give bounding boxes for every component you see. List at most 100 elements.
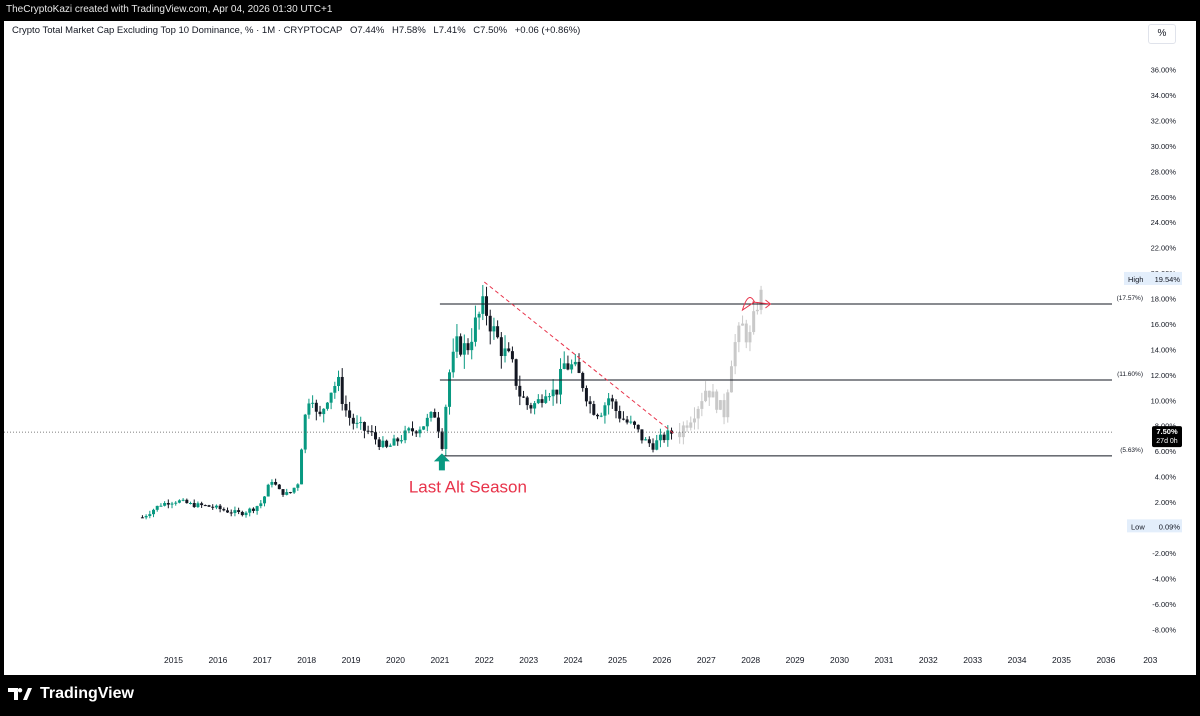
candle-body <box>618 411 622 419</box>
candle-body <box>207 505 211 507</box>
x-axis-tick-label: 2025 <box>608 655 627 665</box>
candle-body <box>555 389 559 395</box>
candle-body <box>325 402 329 409</box>
candle-body <box>488 315 492 332</box>
candle-body <box>499 337 503 357</box>
candle-body <box>647 439 651 444</box>
candle-body <box>547 396 551 398</box>
candle-body <box>592 404 596 415</box>
candle-body <box>377 439 381 448</box>
bar-countdown-label: 27d 0h <box>1156 438 1178 445</box>
candle-body <box>603 405 607 416</box>
projection-candle-body <box>711 391 715 398</box>
x-axis-tick-label: 2029 <box>786 655 805 665</box>
candle-body <box>344 403 348 411</box>
candle-body <box>562 363 566 369</box>
y-axis-tick-label: 36.00% <box>1151 66 1177 75</box>
x-axis-tick-label: 2026 <box>652 655 671 665</box>
candle-body <box>533 403 537 409</box>
candle-body <box>621 418 625 420</box>
legend-change: +0.06 (+0.86%) <box>514 25 581 36</box>
x-axis-tick-label: 2036 <box>1096 655 1115 665</box>
candle-body <box>177 500 181 503</box>
x-axis-tick-label: 2032 <box>919 655 938 665</box>
candle-body <box>307 403 311 415</box>
projection-candle-body <box>752 311 756 333</box>
candle-body <box>163 503 167 506</box>
candle-body <box>329 392 333 403</box>
candle-body <box>322 408 326 415</box>
x-axis-tick-label: 2024 <box>564 655 583 665</box>
level-label: (17.57%) <box>1117 295 1143 302</box>
candle-body <box>525 397 529 406</box>
candle-body <box>573 361 577 365</box>
candle-body <box>436 417 440 432</box>
y-axis-tick-label: 14.00% <box>1151 345 1177 354</box>
trendline-dashed[interactable] <box>483 281 676 436</box>
candle-body <box>381 440 385 448</box>
x-axis-tick-label: 2022 <box>475 655 494 665</box>
projection-candle-body <box>678 432 682 438</box>
projection-candle-body <box>741 323 745 326</box>
projection-candle-body <box>759 289 763 310</box>
low-badge-value: 0.09% <box>1159 522 1181 531</box>
legend-high: H7.58% <box>391 25 426 36</box>
candle-body <box>270 481 274 485</box>
candle-body <box>551 389 555 397</box>
projection-candle-body <box>681 425 685 438</box>
projection-candle-body <box>685 425 689 428</box>
legend-open: O7.44% <box>350 25 385 36</box>
percent-scale-button[interactable]: % <box>1148 24 1176 44</box>
candle-body <box>259 503 263 507</box>
y-axis-tick-label: 6.00% <box>1155 447 1177 456</box>
candle-body <box>540 399 544 403</box>
x-axis-tick-label: 2019 <box>342 655 361 665</box>
low-badge-label: Low <box>1131 522 1145 531</box>
candle-body <box>473 317 477 342</box>
candle-body <box>303 414 307 450</box>
candle-body <box>411 428 415 432</box>
candle-body <box>214 505 218 508</box>
last-price-label: 7.50% <box>1156 427 1178 436</box>
candle-body <box>233 510 237 513</box>
candle-body <box>255 506 259 511</box>
projection-candle-body <box>707 390 711 398</box>
candle-body <box>599 415 603 417</box>
candle-body <box>544 396 548 403</box>
x-axis-tick-label: 2028 <box>741 655 760 665</box>
candle-body <box>189 503 193 505</box>
y-axis-tick-label: 28.00% <box>1151 167 1177 176</box>
candle-body <box>477 313 481 318</box>
tradingview-logo-icon <box>8 688 32 700</box>
candle-body <box>448 372 452 407</box>
x-axis-tick-label: 2016 <box>208 655 227 665</box>
projection-candle-body <box>733 342 737 367</box>
candle-body <box>200 503 204 506</box>
y-axis-tick-label: -8.00% <box>1152 625 1176 634</box>
y-axis-tick-label: 32.00% <box>1151 116 1177 125</box>
x-axis-tick-label: 203 <box>1143 655 1157 665</box>
candle-body <box>507 348 511 352</box>
y-axis-tick-label: -2.00% <box>1152 549 1176 558</box>
candle-body <box>148 514 152 516</box>
candle-body <box>588 401 592 405</box>
high-badge-label: High <box>1128 275 1143 284</box>
up-arrow-icon <box>433 453 450 471</box>
candle-body <box>510 351 514 360</box>
symbol-legend: Crypto Total Market Cap Excluding Top 10… <box>12 25 585 36</box>
candle-body <box>581 372 585 389</box>
high-badge-value: 19.54% <box>1155 275 1181 284</box>
candle-body <box>536 399 540 404</box>
candle-body <box>481 296 485 314</box>
candle-body <box>392 438 396 446</box>
candle-body <box>470 341 474 351</box>
candle-body <box>174 502 178 504</box>
candle-body <box>666 430 670 441</box>
candle-body <box>407 428 411 431</box>
candle-body <box>570 364 574 370</box>
candle-body <box>263 496 267 504</box>
candle-body <box>374 432 378 440</box>
x-axis-tick-label: 2023 <box>519 655 538 665</box>
candle-body <box>629 421 633 423</box>
